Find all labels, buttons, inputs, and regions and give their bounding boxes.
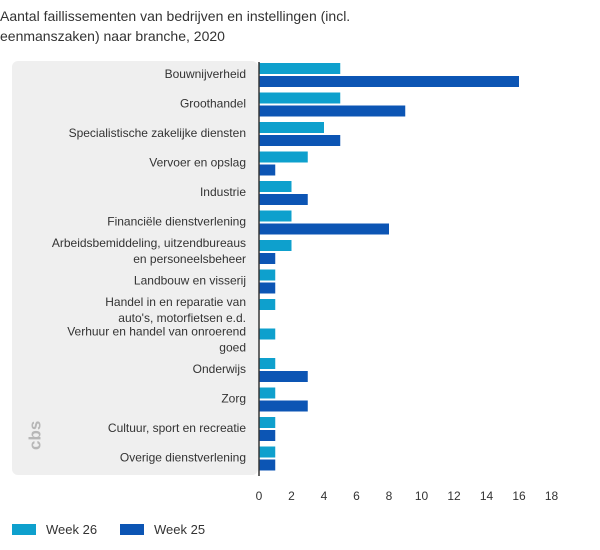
bar-week-26 — [259, 63, 341, 74]
bar-week-25 — [259, 223, 389, 235]
category-label: Financiële dienstverlening — [107, 215, 246, 229]
bar-week-25 — [259, 371, 308, 382]
bar-week-26 — [259, 417, 276, 428]
x-tick-label: 14 — [480, 489, 494, 503]
bar-week-25 — [259, 105, 406, 117]
chart-title-line-2: eenmanszaken) naar branche, 2020 — [0, 28, 225, 44]
bar-week-26 — [259, 240, 292, 251]
bar-week-26 — [259, 151, 308, 163]
legend-swatch-week-25 — [120, 523, 144, 535]
bar-week-25 — [259, 164, 276, 176]
chart-title-line-1: Aantal faillissementen van bedrijven en … — [0, 8, 351, 24]
category-label: Bouwnijverheid — [165, 67, 246, 81]
category-label: Landbouw en visserij — [134, 274, 246, 288]
category-label: Overige dienstverlening — [120, 451, 246, 465]
category-label: Arbeidsbemiddeling, uitzendbureaus — [52, 236, 246, 250]
bar-week-25 — [259, 76, 519, 87]
x-tick-label: 12 — [447, 489, 461, 503]
category-label: Handel in en reparatie van — [105, 295, 246, 309]
category-label: goed — [219, 341, 246, 355]
bar-week-25 — [259, 282, 276, 294]
bar-week-26 — [259, 210, 292, 222]
legend-item-week-26: Week 26 — [12, 519, 97, 539]
category-label: Onderwijs — [193, 362, 246, 376]
x-tick-label: 16 — [512, 489, 526, 503]
bar-week-26 — [259, 269, 276, 281]
bar-week-25 — [259, 400, 308, 412]
category-label: Groothandel — [180, 97, 246, 111]
bar-chart: cbs Bouwnijverheid Groothandel Specialistis… — [12, 61, 559, 503]
x-tick-label: 10 — [415, 489, 429, 503]
category-label: auto's, motorfietsen e.d. — [118, 311, 246, 325]
legend-label-week-25: Week 25 — [154, 521, 206, 537]
category-label: Vervoer en opslag — [149, 156, 246, 170]
legend-swatch-week-26 — [12, 523, 36, 535]
svg-text:cbs: cbs — [25, 421, 44, 450]
bar-week-26 — [259, 299, 276, 310]
category-label: en personeelsbeheer — [133, 252, 246, 266]
category-label-panel — [12, 61, 258, 475]
x-tick-label: 8 — [386, 489, 393, 503]
bar-week-25 — [259, 459, 276, 471]
category-label: Cultuur, sport en recreatie — [108, 421, 246, 435]
bar-week-25 — [259, 253, 276, 264]
x-tick-label: 0 — [256, 489, 263, 503]
x-tick-label: 4 — [321, 489, 328, 503]
x-tick-label: 2 — [288, 489, 295, 503]
category-label: Specialistische zakelijke diensten — [69, 126, 246, 140]
bar-week-26 — [259, 181, 292, 192]
bar-week-26 — [259, 328, 276, 340]
category-label: Verhuur en handel van onroerend — [67, 325, 246, 339]
x-tick-label: 6 — [353, 489, 360, 503]
bar-week-25 — [259, 194, 308, 205]
bar-week-26 — [259, 358, 276, 369]
x-tick-label: 18 — [545, 489, 559, 503]
category-label: Industrie — [200, 185, 246, 199]
cbs-logo-icon: cbs — [25, 421, 44, 450]
bar-week-26 — [259, 387, 276, 399]
category-label: Zorg — [221, 392, 246, 406]
bar-week-26 — [259, 446, 276, 458]
bar-week-25 — [259, 135, 341, 146]
legend-item-week-25: Week 25 — [120, 519, 205, 539]
bar-week-26 — [259, 122, 324, 133]
bar-week-25 — [259, 430, 276, 441]
legend-label-week-26: Week 26 — [46, 521, 98, 537]
bar-week-26 — [259, 92, 341, 104]
